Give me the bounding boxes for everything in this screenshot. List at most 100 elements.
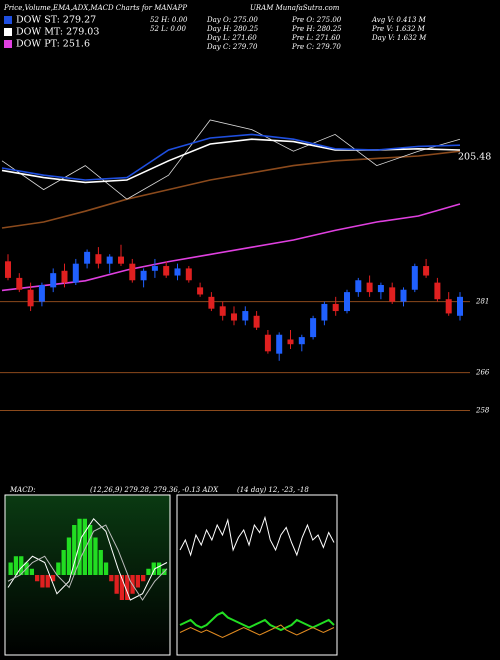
- candle-body: [38, 285, 45, 302]
- candle-body: [366, 282, 373, 293]
- macd-bar: [40, 575, 45, 588]
- macd-bar: [119, 575, 125, 600]
- candle-body: [445, 299, 452, 314]
- candle-body: [310, 318, 317, 338]
- candle-body: [242, 311, 249, 321]
- legend-label: DOW PT: 251.6: [16, 39, 90, 50]
- y-tick-label: 281: [475, 298, 489, 306]
- adx-line: [179, 624, 335, 639]
- candle-body: [140, 270, 147, 281]
- candle-body: [16, 277, 23, 290]
- candle-body: [151, 266, 158, 271]
- macd-bar: [103, 562, 109, 575]
- legend-label: DOW MT: 279.03: [16, 27, 99, 38]
- stat: Day H: 280.25: [206, 25, 259, 33]
- candle-body: [344, 292, 350, 312]
- macd-bar: [29, 568, 34, 575]
- candle-body: [118, 256, 124, 264]
- macd-bar: [61, 550, 66, 575]
- candle-body: [411, 266, 418, 290]
- candle-body: [434, 282, 441, 300]
- y-tick-label: 258: [475, 407, 490, 415]
- adx-title: (14 day) 12, -23, -18: [237, 486, 309, 494]
- candle-body: [95, 254, 102, 264]
- macd-bar: [19, 556, 24, 575]
- adx-line: [179, 611, 335, 632]
- legend-swatch: [4, 28, 12, 36]
- macd-bar: [82, 518, 87, 575]
- candle-body: [400, 289, 407, 302]
- adx-panel: [176, 494, 338, 656]
- macd-title: MACD:: [9, 486, 36, 494]
- macd-bar: [8, 562, 13, 575]
- legend-swatch: [4, 40, 12, 48]
- candle-body: [50, 273, 57, 288]
- candle-body: [197, 287, 204, 295]
- candle-body: [185, 268, 192, 281]
- macd-bar: [93, 537, 98, 575]
- stat: Pre O: 275.00: [291, 16, 342, 24]
- candle-body: [457, 296, 463, 316]
- candle-body: [264, 334, 271, 352]
- candle-body: [163, 266, 170, 276]
- candle-body: [332, 303, 339, 312]
- stat: Day C: 279.70: [206, 43, 258, 51]
- candle-body: [106, 256, 113, 264]
- stat: 52 H: 0.00: [150, 16, 188, 24]
- macd-subtitle: (12,26,9) 279.28, 279.36, -0.13 ADX: [90, 486, 219, 494]
- y-tick-label: 266: [475, 369, 490, 377]
- macd-bar: [13, 556, 19, 575]
- stat: Pre C: 279.70: [291, 43, 341, 51]
- stat: Pre V: 1.632 M: [371, 25, 426, 33]
- candle-body: [231, 313, 237, 321]
- annotation: 205.48: [458, 152, 491, 163]
- macd-bar: [151, 562, 156, 575]
- macd-bar: [135, 575, 140, 588]
- candle-body: [355, 280, 362, 293]
- candle-body: [129, 263, 136, 281]
- stat: Day L: 271.60: [206, 34, 257, 42]
- macd-line: [7, 517, 168, 601]
- macd-bar: [72, 525, 77, 575]
- candle-body: [27, 289, 34, 307]
- macd-bar: [125, 575, 130, 600]
- macd-line: [7, 524, 168, 601]
- adx-line: [179, 515, 335, 557]
- candle-body: [276, 334, 283, 354]
- macd-bar: [35, 575, 40, 582]
- candle-body: [423, 266, 430, 276]
- stat: Pre L: 271.60: [291, 34, 341, 42]
- candle-body: [84, 251, 91, 264]
- legend-swatch: [4, 16, 12, 24]
- macd-bar: [156, 562, 162, 575]
- macd-bar: [66, 537, 72, 575]
- candle-body: [72, 263, 79, 283]
- stat: Day O: 275.00: [206, 16, 258, 24]
- candle-body: [389, 287, 396, 302]
- indicator-line: [1, 150, 461, 229]
- macd-bar: [45, 575, 50, 588]
- stat: Pre H: 280.25: [291, 25, 342, 33]
- macd-bar: [98, 550, 103, 575]
- macd-bar: [114, 575, 119, 594]
- macd-bar: [146, 568, 151, 575]
- indicator-line: [1, 119, 461, 200]
- candle-body: [5, 261, 11, 278]
- candle-body: [219, 306, 226, 316]
- stat: Avg V: 0.413 M: [371, 16, 427, 24]
- candle-body: [321, 303, 328, 321]
- macd-bar: [56, 562, 61, 575]
- title-right: URAM MunafaSutra.com: [250, 4, 340, 12]
- macd-bar: [109, 575, 114, 582]
- macd-bar: [77, 518, 82, 575]
- macd-bar: [50, 575, 56, 582]
- candle-body: [61, 270, 68, 283]
- stat: 52 L: 0.00: [150, 25, 186, 33]
- indicator-line: [1, 133, 461, 181]
- candle-body: [287, 339, 294, 345]
- candle-body: [174, 268, 181, 276]
- candle-body: [208, 296, 215, 309]
- title-left: Price,Volume,EMA,ADX,MACD Charts for MAN…: [3, 4, 187, 12]
- stat: Day V: 1.632 M: [371, 34, 427, 42]
